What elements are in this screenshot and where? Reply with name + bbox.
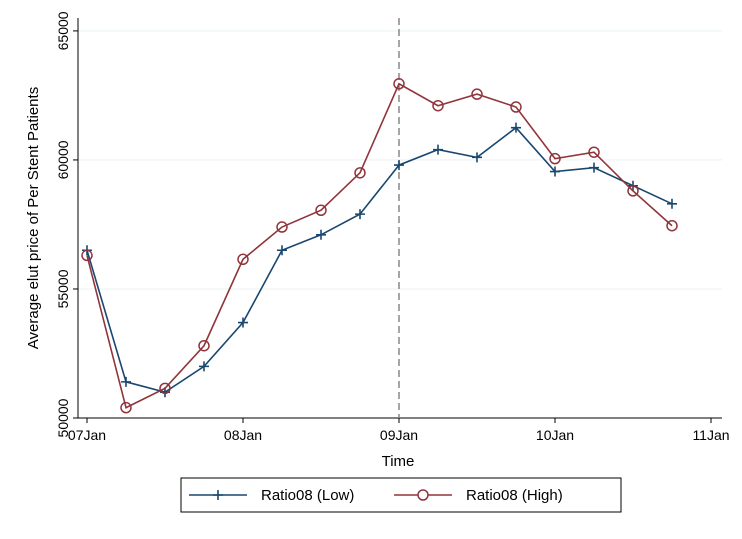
x-tick-label: 08Jan: [224, 427, 262, 443]
data-point: [472, 152, 482, 163]
x-tick-label: 09Jan: [380, 427, 418, 443]
data-point: [121, 376, 131, 387]
data-point: [511, 122, 521, 133]
data-point: [666, 219, 678, 232]
x-tick-label: 11Jan: [692, 427, 729, 443]
data-point: [159, 382, 171, 395]
data-point: [315, 204, 327, 217]
data-point: [276, 221, 288, 233]
series-group: [81, 78, 678, 414]
data-point: [277, 245, 287, 256]
data-point: [433, 144, 443, 155]
data-point: [354, 167, 366, 179]
data-point: [627, 185, 639, 197]
data-point: [549, 152, 561, 165]
data-point: [588, 146, 600, 158]
legend-marker: [417, 489, 429, 501]
x-tick-label: 07Jan: [68, 427, 106, 443]
data-point: [432, 99, 444, 112]
data-point: [510, 101, 522, 113]
y-tick-label: 50000: [55, 398, 71, 437]
x-axis-label: Time: [382, 453, 415, 470]
data-point: [81, 249, 93, 262]
data-point: [471, 88, 483, 100]
data-point: [393, 78, 405, 90]
legend: Ratio08 (Low) Ratio08 (High): [180, 477, 622, 513]
data-point: [589, 162, 599, 173]
data-point: [394, 160, 404, 171]
data-point: [667, 198, 677, 209]
data-point: [355, 209, 365, 220]
y-axis-label: Average elut price of Per Stent Patients: [25, 87, 42, 349]
series-line: [86, 126, 673, 394]
data-point: [550, 166, 560, 177]
legend-label: Ratio08 (Low): [261, 487, 354, 504]
data-point: [238, 317, 248, 328]
data-point: [199, 361, 209, 372]
data-point: [198, 339, 210, 352]
y-tick-label: 65000: [55, 11, 71, 50]
data-point: [316, 229, 326, 240]
series-line: [86, 82, 673, 409]
x-tick-label: 10Jan: [536, 427, 574, 443]
legend-label: Ratio08 (High): [466, 487, 563, 504]
y-tick-label: 55000: [55, 269, 71, 308]
legend-marker: [213, 490, 223, 500]
y-tick-label: 60000: [55, 140, 71, 179]
data-point: [237, 253, 249, 266]
data-point: [120, 401, 132, 414]
